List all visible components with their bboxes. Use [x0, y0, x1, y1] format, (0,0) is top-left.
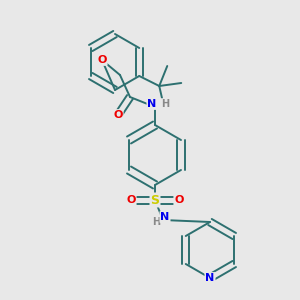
Text: O: O — [174, 195, 184, 205]
Text: O: O — [97, 55, 107, 65]
Text: H: H — [161, 99, 169, 109]
Text: S: S — [151, 194, 160, 206]
Text: N: N — [160, 212, 169, 222]
Text: O: O — [126, 195, 136, 205]
Text: N: N — [147, 99, 157, 109]
Text: O: O — [113, 110, 123, 120]
Text: N: N — [206, 273, 214, 283]
Text: H: H — [152, 217, 160, 227]
